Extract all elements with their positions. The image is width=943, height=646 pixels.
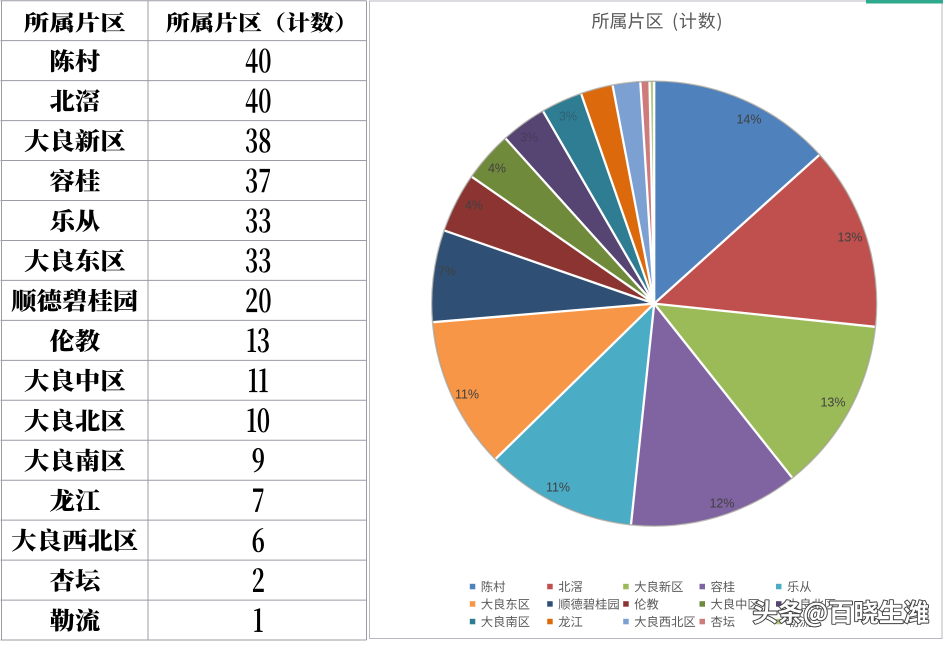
svg-text:4%: 4% — [488, 161, 506, 175]
svg-text:13%: 13% — [820, 395, 845, 409]
svg-text:3%: 3% — [559, 109, 577, 123]
svg-text:11%: 11% — [546, 480, 570, 494]
svg-text:14%: 14% — [736, 112, 761, 126]
svg-text:7%: 7% — [438, 264, 456, 278]
svg-text:12%: 12% — [709, 496, 734, 510]
svg-text:13%: 13% — [837, 230, 862, 244]
svg-text:11%: 11% — [455, 387, 479, 401]
svg-text:3%: 3% — [520, 130, 538, 144]
svg-text:4%: 4% — [465, 198, 483, 212]
